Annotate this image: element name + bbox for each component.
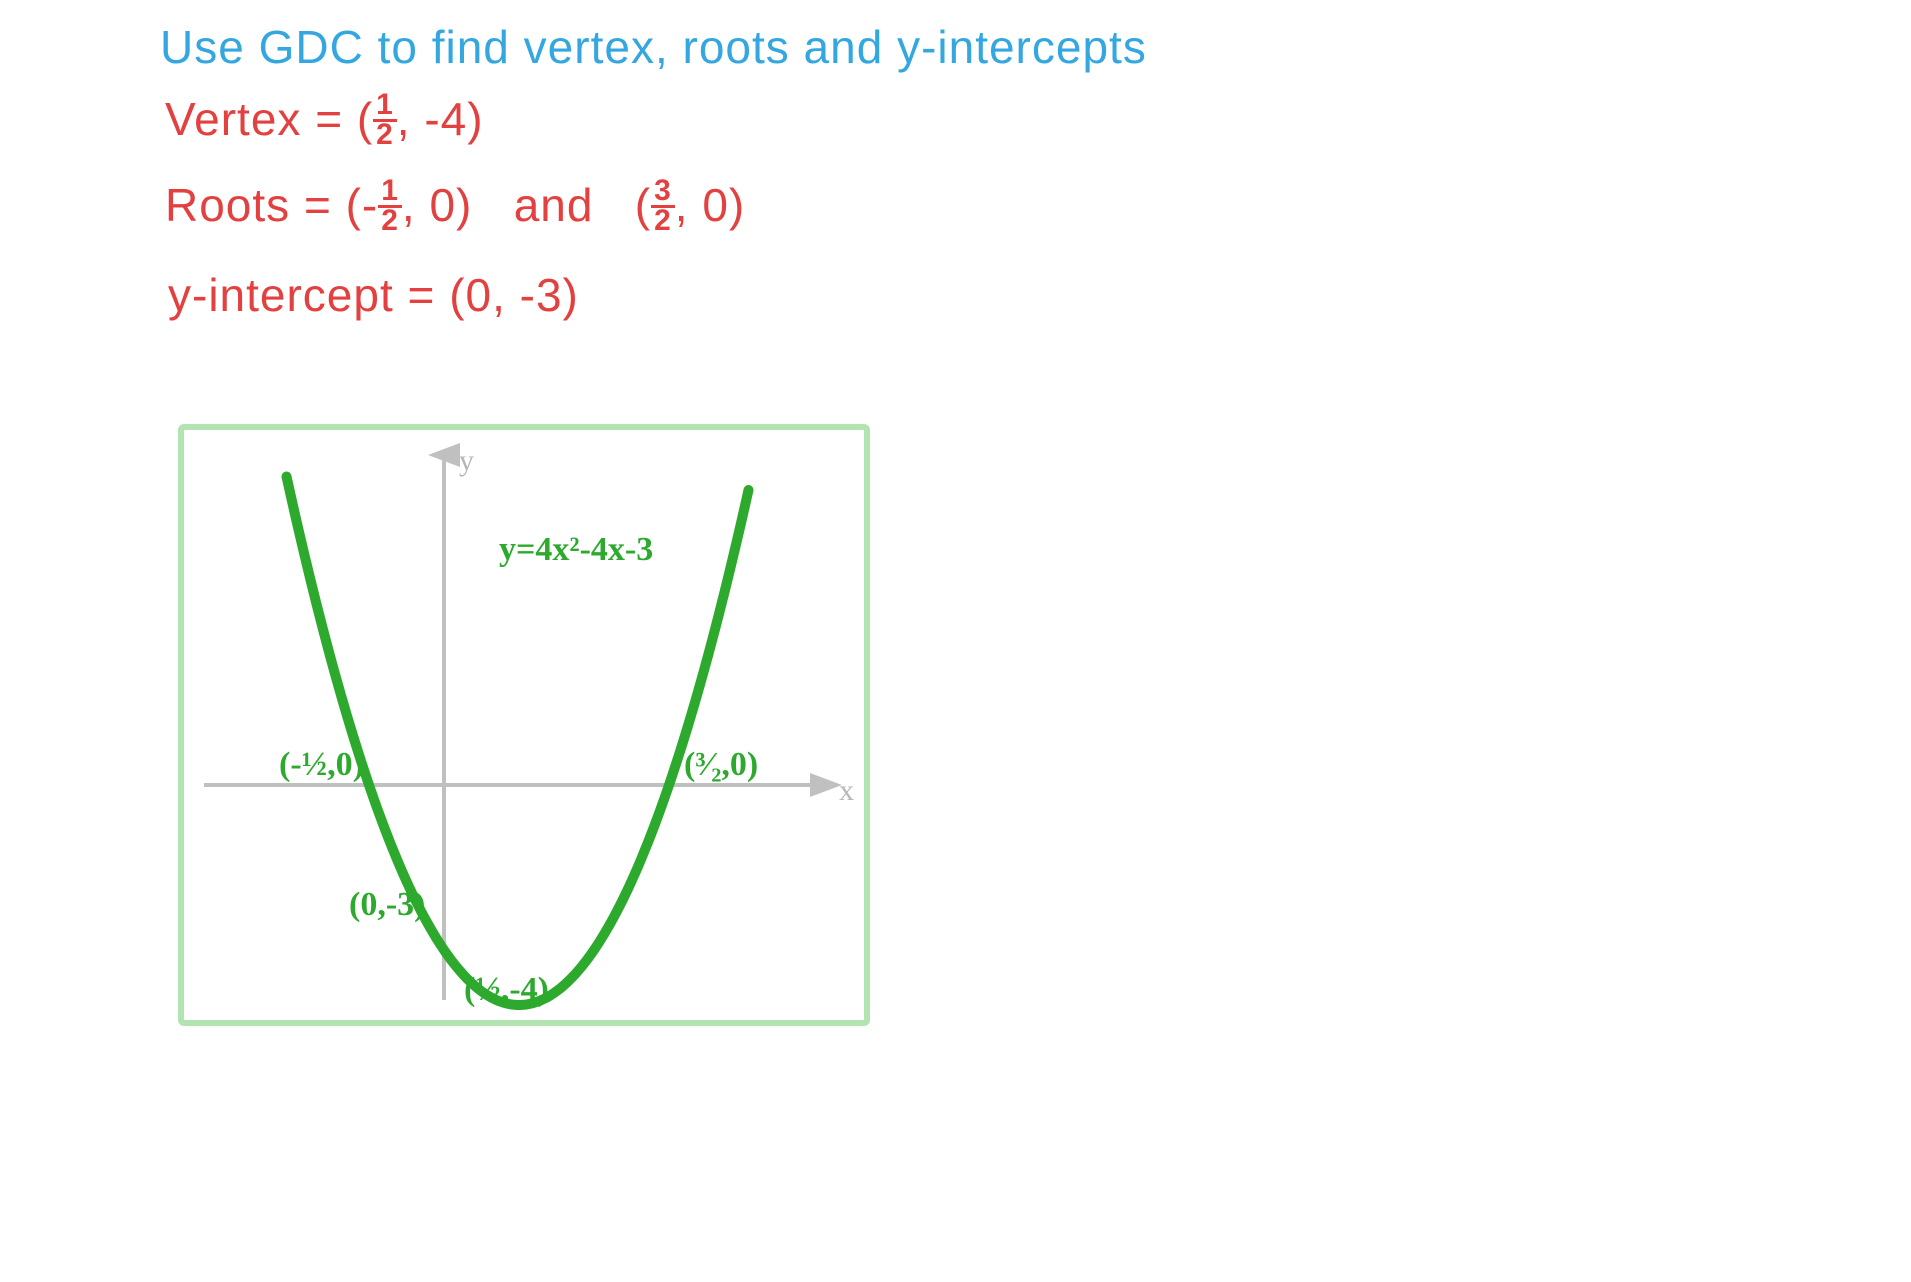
title-text: Use GDC to find vertex, roots and y-inte… [160,20,1147,74]
graph-container: x y y=4x²-4x-3 (-½,0) (³⁄₂,0) (0,-3) (½,… [178,424,870,1026]
y-axis-label: y [459,444,474,477]
yint-label: y-intercept = [168,269,435,321]
roots-line: Roots = (-12, 0) and (32, 0) [165,178,745,237]
vertex-value: (12, -4) [357,93,484,145]
root2-value: (32, 0) [635,179,745,231]
x-axis-label: x [839,774,854,807]
vertex-label: Vertex = [165,93,343,145]
yintercept-line: y-intercept = (0, -3) [168,268,579,322]
vertex-graph-label: (½,-4) [464,971,549,1008]
yint-value: (0, -3) [449,269,579,321]
vertex-line: Vertex = (12, -4) [165,92,484,151]
roots-and: and [514,179,594,231]
root1-label: (-½,0) [279,746,364,783]
root1-value: (-12, 0) [346,179,487,231]
roots-label: Roots = [165,179,332,231]
page-root: Use GDC to find vertex, roots and y-inte… [0,0,1911,1282]
equation-label: y=4x²-4x-3 [499,531,653,568]
root2-label: (³⁄₂,0) [684,746,758,783]
graph-svg: x y y=4x²-4x-3 (-½,0) (³⁄₂,0) (0,-3) (½,… [184,430,864,1020]
yint-graph-label: (0,-3) [349,886,425,923]
